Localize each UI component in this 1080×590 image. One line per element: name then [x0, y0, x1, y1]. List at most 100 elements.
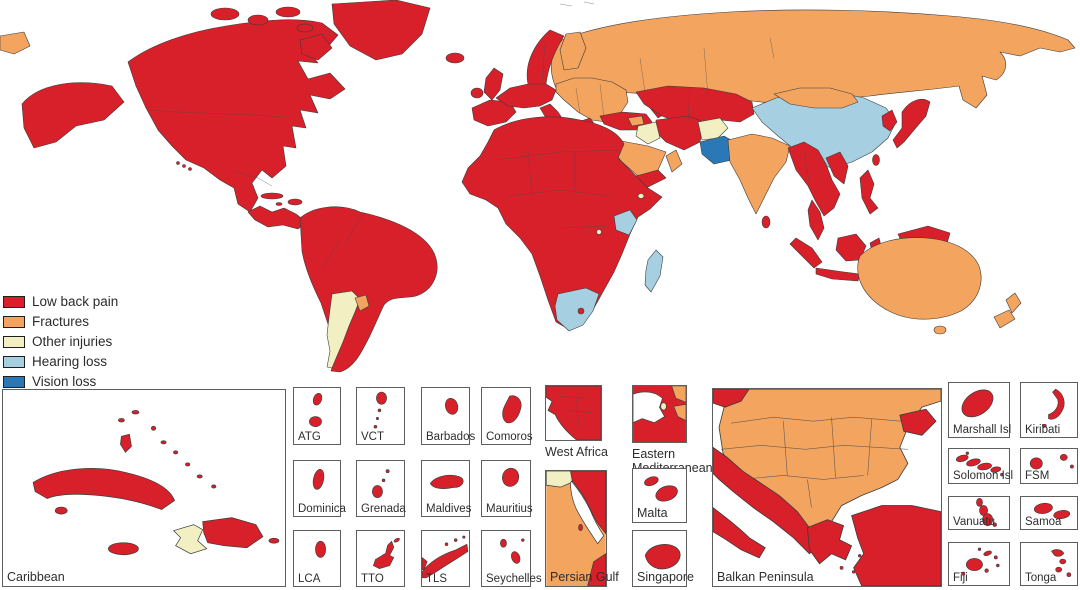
region-persian-qatar: [578, 523, 583, 532]
region-maldives: [429, 474, 464, 490]
region-eastmed-cyprus: [660, 402, 667, 411]
legend-swatch-low-back-pain: [3, 295, 25, 308]
region-caribbean-islands: [260, 192, 303, 206]
region-comoros: [502, 395, 522, 424]
region-kenya: [613, 209, 638, 236]
inset-label-west-africa: West Africa: [545, 445, 608, 459]
region-barbados: [445, 397, 459, 415]
region-malay-peninsula: [807, 199, 825, 241]
region-sumatra: [789, 237, 823, 269]
region-tonga: [1051, 549, 1072, 578]
inset-label-samoa: Samoa: [1025, 516, 1062, 528]
inset-label-marshall-isl: Marshall Isl: [953, 424, 1012, 436]
region-oman: [665, 149, 683, 173]
region-afghanistan: [697, 117, 729, 141]
legend-label: Fractures: [32, 314, 90, 329]
inset-label-vct: VCT: [361, 431, 384, 443]
inset-label-mauritius: Mauritius: [486, 503, 533, 515]
region-tls: [422, 535, 469, 579]
region-rwanda: [596, 229, 602, 235]
inset-caribbean-map: [32, 410, 280, 556]
inset-barbados: Barbados: [421, 387, 475, 445]
region-finland: [559, 31, 587, 71]
inset-vanuatu: Vanuatu: [948, 496, 1010, 530]
region-southeast-asia: [787, 141, 841, 217]
inset-label-barbados: Barbados: [426, 431, 476, 443]
region-new-zealand: [993, 292, 1022, 329]
region-france-germany: [495, 83, 557, 109]
inset-atg: ATG: [293, 387, 341, 445]
region-tto: [372, 537, 400, 570]
legend-item: Fractures: [3, 314, 118, 329]
inset-caribbean: Caribbean: [2, 389, 286, 587]
inset-tonga: Tonga: [1020, 542, 1078, 586]
region-balkan-austria: [713, 389, 750, 408]
inset-maldives: Maldives: [421, 460, 472, 517]
inset-balkan-peninsula: Balkan Peninsula: [712, 388, 942, 587]
region-japan: [892, 99, 931, 149]
region-chukotka: [0, 31, 31, 55]
region-dominica: [312, 469, 325, 490]
inset-label-vanuatu: Vanuatu: [953, 516, 995, 528]
inset-vct: VCT: [356, 387, 405, 445]
region-balkan-italy-south: [713, 507, 766, 559]
region-vanuatu: [976, 497, 997, 527]
region-haiti: [172, 524, 208, 555]
inset-label-kiribati: Kiribati: [1025, 424, 1061, 436]
inset-marshall-isl: Marshall Isl: [948, 382, 1012, 438]
inset-label-singapore: Singapore: [637, 570, 694, 584]
region-arctic-islands: [210, 6, 333, 61]
region-alaska: [21, 82, 125, 149]
region-fsm: [1029, 453, 1074, 470]
region-jamaica: [108, 542, 139, 556]
legend: Low back pain Fractures Other injuries H…: [3, 294, 118, 389]
region-eastmed-orange-e: [673, 404, 686, 421]
region-samoa: [1033, 502, 1071, 520]
region-taiwan: [872, 154, 880, 166]
legend-label: Vision loss: [32, 374, 97, 389]
inset-label-persian-gulf: Persian Gulf: [550, 570, 619, 584]
legend-swatch-vision-loss: [3, 375, 25, 388]
region-fiji: [961, 547, 1000, 576]
inset-label-tonga: Tonga: [1025, 572, 1057, 584]
legend-label: Low back pain: [32, 294, 119, 309]
region-iceland: [445, 52, 465, 64]
region-kiribati: [1042, 388, 1065, 428]
inset-label-comoros: Comoros: [486, 431, 533, 443]
eastmed-sea: [633, 391, 666, 424]
region-grenada: [372, 469, 390, 498]
region-korea: [881, 109, 898, 132]
region-eastmed-orange-ne: [671, 386, 686, 403]
region-uk: [483, 67, 504, 101]
legend-item: Vision loss: [3, 374, 118, 389]
region-lesotho: [577, 307, 585, 315]
inset-grenada: Grenada: [356, 460, 406, 517]
legend-item: Low back pain: [3, 294, 118, 309]
region-madagascar: [644, 249, 664, 293]
inset-persian-gulf: Persian Gulf: [545, 470, 619, 587]
inset-label-caribbean: Caribbean: [7, 570, 65, 584]
region-isle-of-youth: [54, 506, 68, 515]
inset-label-tls: TLS: [426, 573, 448, 585]
legend-label: Hearing loss: [32, 354, 108, 369]
inset-label-maldives: Maldives: [426, 503, 472, 515]
region-central-america: [247, 205, 307, 230]
region-tasmania: [933, 325, 947, 335]
region-scandinavia: [526, 29, 565, 91]
region-mongolia: [773, 87, 859, 109]
inset-label-solomon-isl: Solomon Isl: [953, 470, 1014, 482]
region-balkan-greece: [806, 519, 853, 565]
inset-lca: LCA: [293, 530, 341, 587]
balkan-borders: [721, 416, 908, 508]
region-singapore: [644, 544, 681, 570]
region-balkan-moldova: [899, 408, 937, 436]
region-hawaii: [176, 161, 192, 171]
inset-comoros: Comoros: [481, 387, 533, 445]
region-iraq: [635, 121, 661, 145]
inset-label-dominica: Dominica: [298, 503, 346, 515]
world-map: [0, 0, 1076, 373]
inset-label-malta: Malta: [637, 506, 668, 520]
inset-fsm: FSM: [1020, 448, 1078, 484]
inset-mauritius: Mauritius: [481, 460, 533, 517]
persian-gulf-sea: [570, 480, 605, 545]
